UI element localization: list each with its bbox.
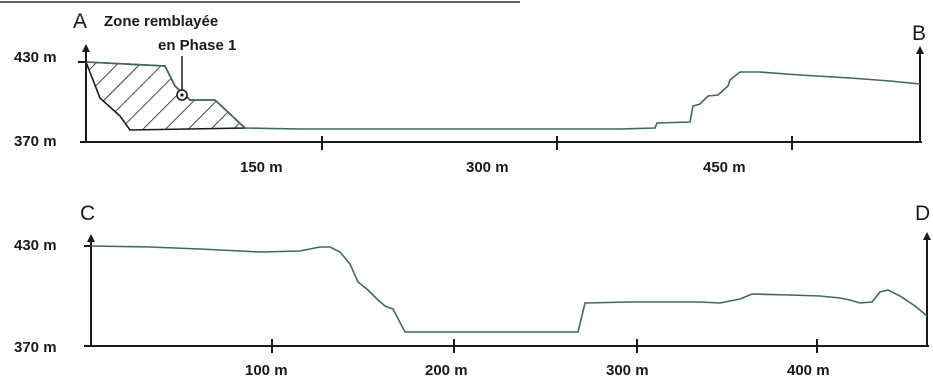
profile-cd-tick-label: 100 m [245, 362, 288, 378]
profile-ab-tick-label: 150 m [240, 159, 283, 176]
profile-ab-tick-label: 450 m [703, 159, 746, 176]
zone-pointer-dot [180, 93, 184, 97]
profile-ab-right-arrow [916, 46, 924, 54]
backfilled-zone [84, 61, 247, 131]
profile-cd-tick-label: 400 m [787, 362, 830, 378]
profile-cd-terrain-line [90, 245, 928, 333]
profile-cd-y-top-label: 430 m [14, 237, 57, 254]
profile-cd: C D 430 m 370 m 100 m 200 m 300 m 400 m [14, 202, 931, 378]
profile-cd-right-arrow [923, 232, 931, 240]
profile-ab-tick-label: 300 m [466, 159, 509, 176]
profile-ab-end-label: B [912, 22, 926, 45]
profile-cd-tick-label: 200 m [425, 362, 468, 378]
profile-ab-y-bottom-label: 370 m [14, 133, 57, 150]
profile-cd-y-bottom-label: 370 m [14, 339, 57, 356]
profile-cd-end-label: D [915, 202, 930, 225]
profile-ab-terrain-line [85, 61, 921, 130]
profile-ab-y-top-label: 430 m [14, 49, 57, 66]
profile-ab-start-label: A [73, 10, 87, 33]
profile-ab-left-arrow [82, 44, 90, 52]
zone-label-line1: Zone remblayée [104, 13, 218, 30]
profile-cd-start-label: C [80, 202, 95, 225]
profile-cd-left-arrow [87, 234, 95, 242]
zone-label-line2: en Phase 1 [158, 37, 236, 54]
profile-ab: A B 430 m 370 m 150 m 300 m 450 m Zone r… [14, 10, 926, 176]
profile-cd-tick-label: 300 m [606, 362, 649, 378]
